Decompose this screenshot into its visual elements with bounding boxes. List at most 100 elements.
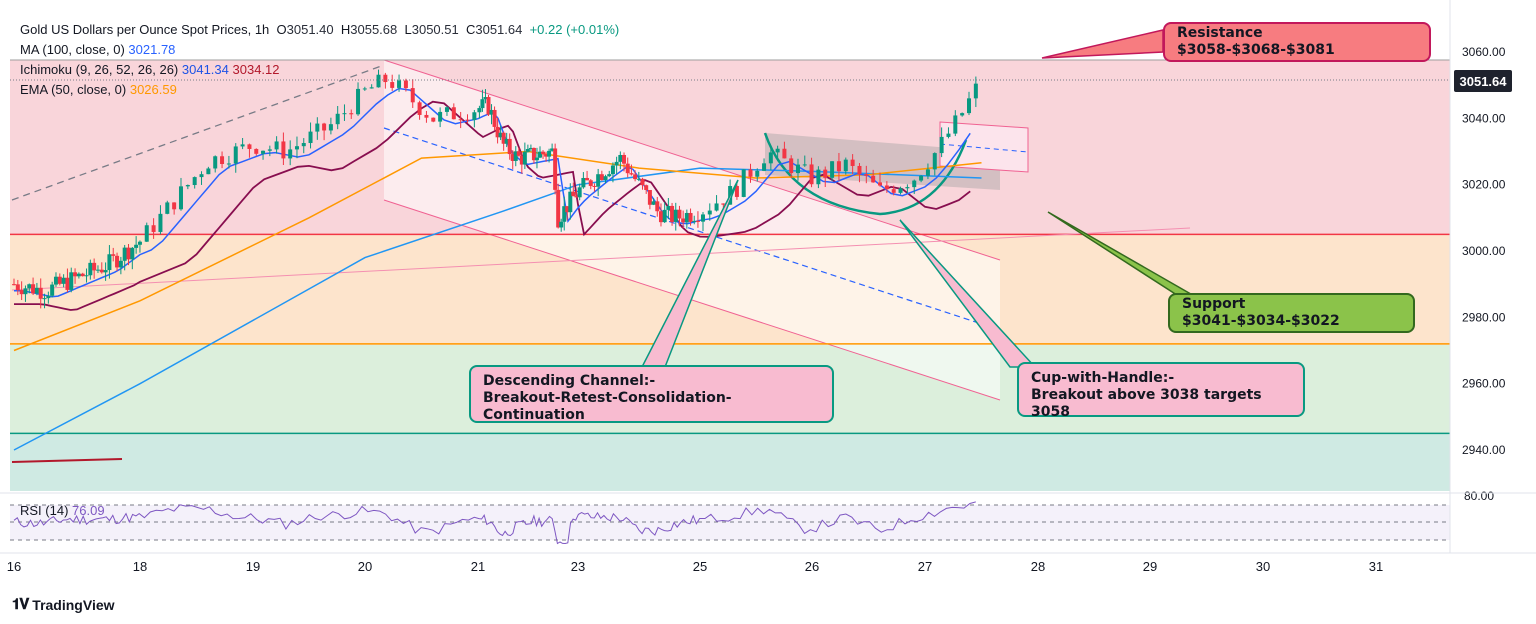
bull-candle xyxy=(607,170,612,178)
candle-body xyxy=(220,156,225,164)
candle-body xyxy=(92,262,97,271)
candle-body xyxy=(431,117,436,122)
ichimoku-base-line xyxy=(14,100,971,311)
ma-legend[interactable]: MA (100, close, 0) 3021.78 xyxy=(20,42,175,57)
candle-body xyxy=(571,191,576,197)
bear-candle xyxy=(677,205,682,227)
rsi-value: 76.09 xyxy=(72,503,105,518)
symbol-legend: Gold US Dollars per Ounce Spot Prices, 1… xyxy=(20,22,619,37)
candle-body xyxy=(158,213,163,232)
candle-body xyxy=(301,143,306,147)
bull-candle xyxy=(925,163,930,180)
tradingview-icon: 𝟏𝐕 xyxy=(12,596,29,613)
candle-body xyxy=(629,173,634,175)
candle-body xyxy=(618,154,623,162)
bull-candle xyxy=(953,110,958,137)
price-tick-label: 3060.00 xyxy=(1462,45,1506,59)
low-label: L xyxy=(404,22,412,37)
candle-body xyxy=(748,169,753,177)
candle-body xyxy=(677,209,682,219)
candle-body xyxy=(633,174,638,180)
candle-body xyxy=(622,154,627,164)
bull-candle xyxy=(84,268,89,283)
candle-body xyxy=(550,148,555,151)
cup-handle-callout[interactable]: Cup-with-Handle:- Breakout above 3038 ta… xyxy=(1017,362,1305,420)
ichimoku-legend[interactable]: Ichimoku (9, 26, 52, 26, 26) 3041.34 303… xyxy=(20,62,280,77)
bear-candle xyxy=(501,131,506,151)
bull-candle xyxy=(233,143,238,173)
bear-candle xyxy=(322,122,327,141)
bull-candle xyxy=(912,179,917,194)
candle-body xyxy=(126,247,131,260)
candle-body xyxy=(574,196,579,198)
candle-body xyxy=(294,146,299,150)
bull-candle xyxy=(919,175,924,183)
resistance-callout[interactable]: Resistance $3058-$3068-$3081 xyxy=(1163,22,1431,62)
time-axis[interactable]: 16 18 19 20 21 23 25 26 27 28 29 30 31 xyxy=(7,559,1383,574)
bull-candle xyxy=(50,281,55,298)
channel-upper xyxy=(383,59,1001,261)
bull-candle xyxy=(562,196,567,231)
candle-body xyxy=(226,163,231,165)
bull-candle xyxy=(308,122,313,149)
candle-body xyxy=(556,189,561,228)
bear-candle xyxy=(92,258,97,279)
price-axis[interactable]: 3060.00 3040.00 3020.00 3000.00 2980.00 2960.… xyxy=(1462,45,1506,457)
candle-body xyxy=(816,169,821,185)
candle-body xyxy=(31,284,36,294)
ema-legend[interactable]: EMA (50, close, 0) 3026.59 xyxy=(20,82,177,97)
bull-candle xyxy=(206,166,211,175)
candle-body xyxy=(607,174,612,177)
bear-candle xyxy=(15,279,20,296)
bull-candle xyxy=(568,183,573,220)
bull-candle xyxy=(830,161,835,181)
candle-body xyxy=(768,152,773,164)
bull-candle xyxy=(34,282,39,296)
bear-candle xyxy=(73,268,78,284)
candle-body xyxy=(688,212,693,222)
handle-channel xyxy=(939,121,1029,173)
candle-body xyxy=(662,209,667,223)
candle-body xyxy=(103,270,108,273)
bull-candle xyxy=(61,274,66,288)
bull-candle xyxy=(967,91,972,116)
bear-candle xyxy=(688,208,693,226)
bear-candle xyxy=(857,163,862,183)
tradingview-logo[interactable]: 𝟏𝐕 TradingView xyxy=(12,596,115,613)
bull-candle xyxy=(610,162,615,183)
candle-body xyxy=(932,153,937,170)
candle-body xyxy=(544,154,549,157)
candle-body xyxy=(905,187,910,189)
bull-candle xyxy=(76,272,81,279)
bear-candle xyxy=(864,165,869,184)
bear-candle xyxy=(99,262,104,274)
open-label: O xyxy=(276,22,287,37)
candle-body xyxy=(510,154,515,161)
candle-body xyxy=(274,141,279,150)
support-text: Support $3041-$3034-$3022 xyxy=(1182,296,1340,329)
bear-candle xyxy=(531,147,536,164)
support-callout[interactable]: Support $3041-$3034-$3022 xyxy=(1168,293,1415,333)
candle-body xyxy=(625,163,630,174)
rsi-legend[interactable]: RSI (14) 76.09 xyxy=(20,503,105,518)
bull-candle xyxy=(581,172,586,189)
candle-body xyxy=(261,150,266,154)
descending-channel-callout[interactable]: Descending Channel:- Breakout-Retest-Con… xyxy=(469,365,834,423)
candle-body xyxy=(46,295,51,299)
candle-body xyxy=(34,287,39,294)
candle-body xyxy=(577,187,582,198)
candle-body xyxy=(568,191,573,213)
bull-candle xyxy=(577,183,582,201)
candles xyxy=(12,69,978,309)
bear-candle xyxy=(254,148,259,156)
bear-candle xyxy=(220,151,225,169)
candle-body xyxy=(315,123,320,132)
candle-body xyxy=(137,241,142,245)
candle-body xyxy=(603,176,608,181)
bear-candle xyxy=(789,155,794,179)
candle-body xyxy=(973,83,978,99)
candle-body xyxy=(565,206,570,213)
candle-body xyxy=(267,149,272,151)
bear-candle xyxy=(465,114,470,123)
